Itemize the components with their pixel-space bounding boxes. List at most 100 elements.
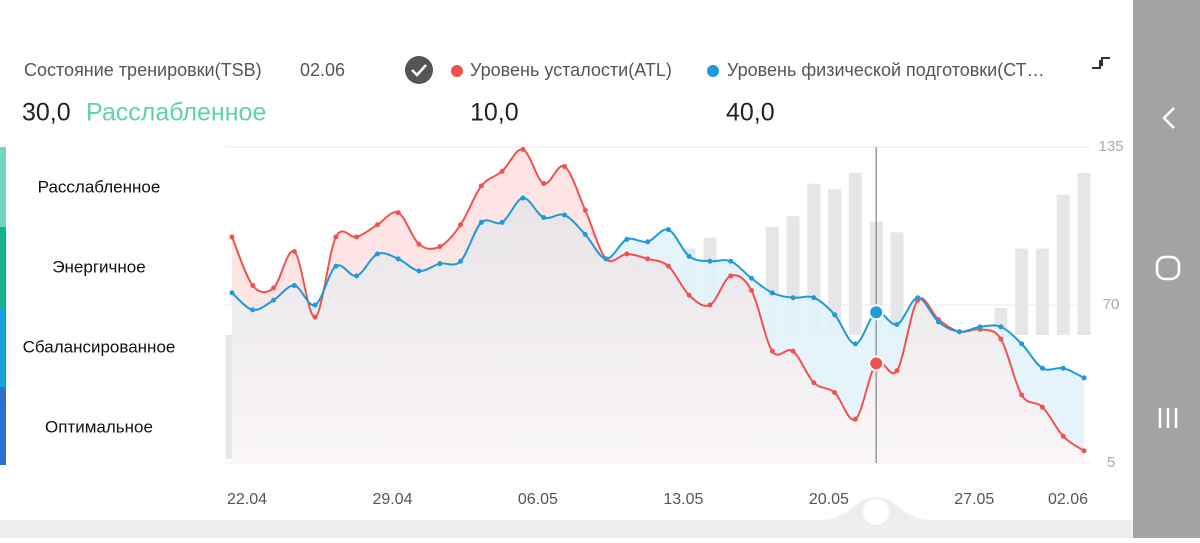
zone-strip <box>0 147 6 227</box>
point <box>1081 375 1087 381</box>
point <box>416 241 422 247</box>
title: Состояние тренировки(TSB) <box>24 60 262 80</box>
point <box>665 263 671 269</box>
point <box>998 324 1004 330</box>
point <box>499 219 505 225</box>
point <box>458 222 464 228</box>
point <box>728 258 734 264</box>
point <box>1039 404 1045 410</box>
toggle-check[interactable] <box>405 56 433 84</box>
legend-dot <box>451 65 463 77</box>
point <box>1019 341 1025 347</box>
point <box>811 295 817 301</box>
point <box>374 251 380 257</box>
point <box>894 368 900 374</box>
point <box>645 256 651 262</box>
legend-label[interactable]: Уровень физической подготовки(СТ… <box>727 60 1045 80</box>
point <box>749 275 755 281</box>
nav-recent[interactable] <box>1158 408 1178 428</box>
point <box>1060 433 1066 439</box>
point <box>395 210 401 216</box>
point <box>478 219 484 225</box>
point <box>749 287 755 293</box>
point <box>790 295 796 301</box>
tsb-bar <box>1035 248 1049 335</box>
x-tick-label: 13.05 <box>663 491 703 508</box>
point <box>437 244 443 250</box>
point <box>915 295 921 301</box>
x-tick-label: 02.06 <box>1048 491 1088 508</box>
point <box>499 168 505 174</box>
point <box>956 329 962 335</box>
tsb-value: 30,0 <box>22 99 71 127</box>
point <box>478 183 484 189</box>
point <box>832 312 838 318</box>
point <box>354 273 360 279</box>
tsb-bar <box>1015 248 1029 335</box>
point <box>333 234 339 240</box>
tsb-state: Расслабленное <box>86 99 266 127</box>
point <box>624 236 630 242</box>
point <box>582 207 588 213</box>
point <box>998 336 1004 342</box>
point <box>769 290 775 296</box>
point <box>728 273 734 279</box>
x-tick-label: 27.05 <box>954 491 994 508</box>
zone-strip <box>0 227 6 307</box>
zone-label: Оптимальное <box>45 417 153 436</box>
x-tick-label: 29.04 <box>372 491 412 508</box>
y-tick-label: 70 <box>1103 296 1120 313</box>
y-tick-label: 135 <box>1098 138 1123 155</box>
point <box>624 251 630 257</box>
point <box>977 324 983 330</box>
point <box>250 307 256 313</box>
zone-label: Расслабленное <box>38 177 161 196</box>
scroll-track <box>0 520 1133 538</box>
tsb-bar <box>848 172 862 335</box>
plot: 135 70 5 22.04 29.04 06.05 13.05 20.05 27.05 02.0… <box>225 138 1124 508</box>
point <box>707 302 713 308</box>
x-tick-label: 06.05 <box>518 491 558 508</box>
scroll-knob[interactable] <box>863 499 889 525</box>
point <box>291 283 297 289</box>
point <box>541 180 547 186</box>
point <box>333 263 339 269</box>
nav-back[interactable] <box>1162 107 1175 129</box>
point <box>894 321 900 327</box>
point <box>852 341 858 347</box>
point <box>811 380 817 386</box>
point <box>686 253 692 259</box>
collapse-icon[interactable] <box>1092 57 1110 69</box>
zone-strip <box>0 387 6 465</box>
legend-label[interactable]: Уровень усталости(ATL) <box>470 60 672 80</box>
point <box>1081 448 1087 454</box>
point <box>707 258 713 264</box>
nav-home[interactable] <box>1155 255 1181 281</box>
zone-label: Энергичное <box>52 257 145 276</box>
point <box>229 290 235 296</box>
point <box>520 195 526 201</box>
point <box>520 146 526 152</box>
point <box>603 256 609 262</box>
nav-bar <box>1133 0 1200 538</box>
point <box>458 258 464 264</box>
point <box>561 163 567 169</box>
legend-dot <box>707 65 719 77</box>
cursor-point <box>868 304 885 321</box>
point <box>229 234 235 240</box>
point <box>312 302 318 308</box>
point <box>374 222 380 228</box>
point <box>936 319 942 325</box>
zone-strip <box>0 307 6 387</box>
ctl-value: 40,0 <box>726 99 775 127</box>
zone-label: Сбалансированное <box>23 337 176 356</box>
tsb-bar <box>1077 172 1091 335</box>
point <box>395 256 401 262</box>
y-tick-label: 5 <box>1107 454 1115 471</box>
x-tick-label: 22.04 <box>227 491 267 508</box>
point <box>354 234 360 240</box>
point <box>832 390 838 396</box>
atl-value: 10,0 <box>470 99 519 127</box>
point <box>1019 392 1025 398</box>
